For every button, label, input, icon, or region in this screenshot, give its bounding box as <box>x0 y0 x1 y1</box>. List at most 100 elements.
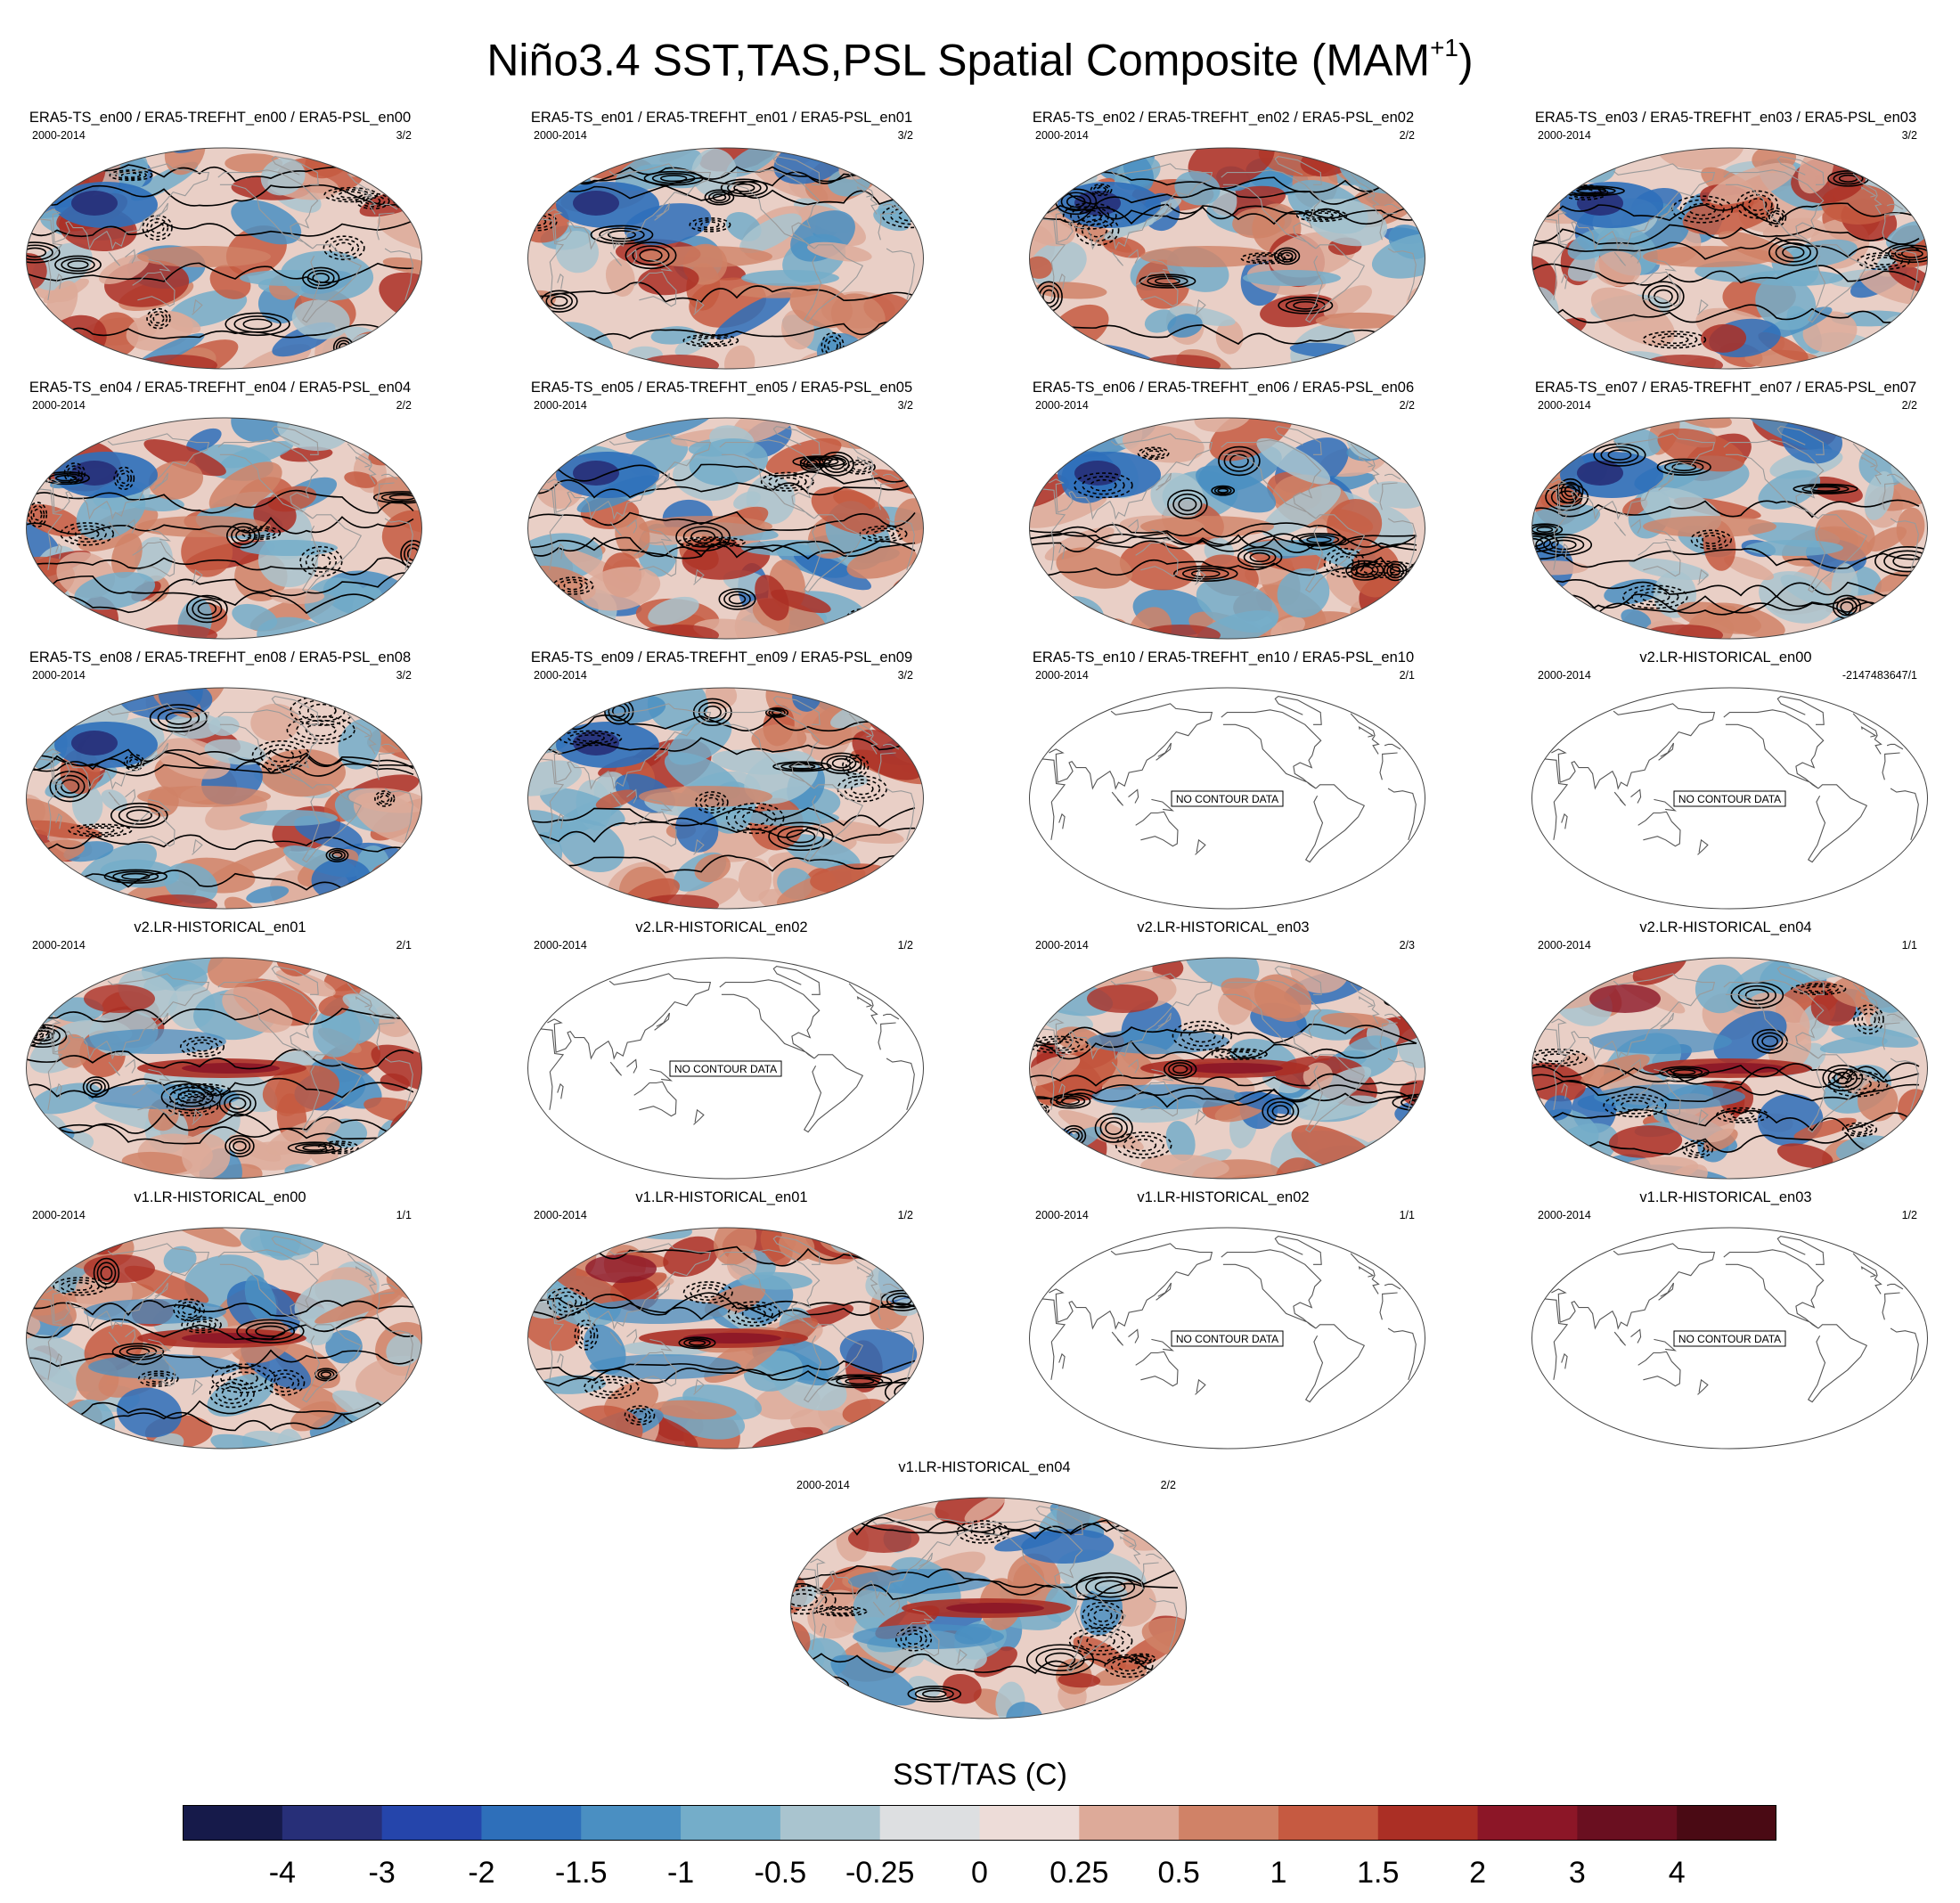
panel-title: v2.LR-HISTORICAL_en03 <box>1137 919 1310 935</box>
panel-map <box>790 1497 1187 1719</box>
panel-years: 2000-2014 <box>534 1209 587 1221</box>
panel-years: 2000-2014 <box>32 939 86 952</box>
no-data-label: NO CONTOUR DATA <box>1678 793 1781 805</box>
colorbar-swatch <box>282 1805 383 1841</box>
panel-map <box>1531 957 1928 1180</box>
panel-map <box>26 1227 422 1450</box>
panel-map <box>1029 417 1425 640</box>
panel-count: 3/2 <box>897 399 913 412</box>
map-panel: ERA5-TS_en06 / ERA5-TREFHT_en06 / ERA5-P… <box>1014 379 1433 646</box>
panel-years: 2000-2014 <box>1538 129 1591 142</box>
panel-count: 3/2 <box>897 669 913 682</box>
colorbar-swatch <box>1278 1805 1379 1841</box>
colorbar-tick-label: -2 <box>468 1856 495 1890</box>
panel-count: 2/2 <box>1399 399 1415 412</box>
panel-title: ERA5-TS_en00 / ERA5-TREFHT_en00 / ERA5-P… <box>29 110 412 126</box>
colorbar-tick-label: -3 <box>368 1856 396 1890</box>
panel-years: 2000-2014 <box>1035 939 1089 952</box>
panel-years: 2000-2014 <box>534 669 587 682</box>
colorbar-tick-label: -4 <box>268 1856 296 1890</box>
panel-title: v1.LR-HISTORICAL_en02 <box>1137 1189 1310 1205</box>
panel-years: 2000-2014 <box>534 939 587 952</box>
panel-map: NO CONTOUR DATA <box>1531 687 1928 910</box>
no-data-label: NO CONTOUR DATA <box>674 1063 777 1075</box>
panel-count: 2/2 <box>1901 399 1917 412</box>
panel-count: 2/3 <box>1399 939 1415 952</box>
map-panel: v2.LR-HISTORICAL_en03 2000-2014 2/3 <box>1014 919 1433 1186</box>
colorbar-swatch <box>1079 1805 1180 1841</box>
panel-count: 2/2 <box>396 399 412 412</box>
panel-count: 1/2 <box>897 939 913 952</box>
panel-title: ERA5-TS_en07 / ERA5-TREFHT_en07 / ERA5-P… <box>1534 380 1917 396</box>
panel-map: NO CONTOUR DATA <box>527 957 924 1180</box>
colorbar-tick-label: 0.5 <box>1157 1856 1200 1890</box>
panel-map <box>1531 147 1928 370</box>
map-panel: ERA5-TS_en04 / ERA5-TREFHT_en04 / ERA5-P… <box>11 379 429 646</box>
colorbar-title: SST/TAS (C) <box>893 1758 1067 1792</box>
panel-title: v1.LR-HISTORICAL_en01 <box>635 1189 808 1205</box>
panel-years: 2000-2014 <box>32 129 86 142</box>
colorbar-swatch <box>979 1805 1080 1841</box>
panel-map <box>527 1227 924 1450</box>
panel-map <box>26 147 422 370</box>
no-data-label: NO CONTOUR DATA <box>1176 1333 1278 1345</box>
panel-count: 2/2 <box>1160 1479 1176 1491</box>
panel-map <box>26 957 422 1180</box>
colorbar-tick-label: 0.25 <box>1049 1856 1109 1890</box>
map-panel: ERA5-TS_en02 / ERA5-TREFHT_en02 / ERA5-P… <box>1014 109 1433 376</box>
colorbar-tick-label: 4 <box>1668 1856 1686 1890</box>
colorbar-tick-label: -0.25 <box>845 1856 915 1890</box>
panel-title: v2.LR-HISTORICAL_en04 <box>1639 919 1812 935</box>
panel-title: v2.LR-HISTORICAL_en00 <box>1639 649 1812 666</box>
panel-map <box>1029 957 1425 1180</box>
map-panel: v1.LR-HISTORICAL_en00 2000-2014 1/1 <box>11 1188 429 1456</box>
panel-years: 2000-2014 <box>1538 939 1591 952</box>
panel-map <box>26 687 422 910</box>
colorbar-tick-label: 2 <box>1469 1856 1487 1890</box>
colorbar-swatch <box>1477 1805 1578 1841</box>
colorbar-swatch <box>1677 1805 1776 1841</box>
panel-title: ERA5-TS_en01 / ERA5-TREFHT_en01 / ERA5-P… <box>530 110 913 126</box>
map-panel: ERA5-TS_en03 / ERA5-TREFHT_en03 / ERA5-P… <box>1516 109 1935 376</box>
panel-years: 2000-2014 <box>1035 129 1089 142</box>
map-panel: v2.LR-HISTORICAL_en04 2000-2014 1/1 <box>1516 919 1935 1186</box>
map-panel: v2.LR-HISTORICAL_en01 2000-2014 2/1 <box>11 919 429 1186</box>
colorbar-tick-label: -0.5 <box>754 1856 807 1890</box>
panel-title: ERA5-TS_en10 / ERA5-TREFHT_en10 / ERA5-P… <box>1032 649 1415 666</box>
panel-map: NO CONTOUR DATA <box>1029 1227 1425 1450</box>
colorbar-tick-label: 3 <box>1568 1856 1586 1890</box>
colorbar-tick-label: 0 <box>971 1856 988 1890</box>
map-panel: ERA5-TS_en00 / ERA5-TREFHT_en00 / ERA5-P… <box>11 109 429 376</box>
panel-years: 2000-2014 <box>32 669 86 682</box>
map-panel: ERA5-TS_en07 / ERA5-TREFHT_en07 / ERA5-P… <box>1516 379 1935 646</box>
panel-title: v1.LR-HISTORICAL_en03 <box>1639 1189 1812 1205</box>
panel-count: 2/1 <box>396 939 412 952</box>
panel-title: ERA5-TS_en08 / ERA5-TREFHT_en08 / ERA5-P… <box>29 649 412 666</box>
panel-years: 2000-2014 <box>1035 399 1089 412</box>
map-panel: ERA5-TS_en10 / ERA5-TREFHT_en10 / ERA5-P… <box>1014 649 1433 916</box>
panel-years: 2000-2014 <box>32 399 86 412</box>
map-panel: v1.LR-HISTORICAL_en02 2000-2014 1/1 NO CONT… <box>1014 1188 1433 1456</box>
colorbar-tick-label: 1 <box>1270 1856 1287 1890</box>
panel-count: -2147483647/1 <box>1842 669 1917 682</box>
panel-title: ERA5-TS_en02 / ERA5-TREFHT_en02 / ERA5-P… <box>1032 110 1415 126</box>
panel-years: 2000-2014 <box>796 1479 850 1491</box>
panel-title: v1.LR-HISTORICAL_en00 <box>134 1189 306 1205</box>
colorbar-swatch <box>879 1805 980 1841</box>
panel-count: 2/2 <box>1399 129 1415 142</box>
colorbar-swatch <box>1377 1805 1479 1841</box>
panel-count: 3/2 <box>897 129 913 142</box>
map-panels: ERA5-TS_en00 / ERA5-TREFHT_en00 / ERA5-P… <box>11 109 1935 1719</box>
panel-count: 3/2 <box>396 129 412 142</box>
panel-title: ERA5-TS_en06 / ERA5-TREFHT_en06 / ERA5-P… <box>1032 380 1415 396</box>
panel-years: 2000-2014 <box>1035 669 1089 682</box>
panel-years: 2000-2014 <box>534 129 587 142</box>
panel-map <box>527 687 924 910</box>
panel-years: 2000-2014 <box>1538 1209 1591 1221</box>
panel-years: 2000-2014 <box>534 399 587 412</box>
colorbar-swatch <box>780 1805 881 1841</box>
panel-count: 1/1 <box>1901 939 1917 952</box>
panel-title: v2.LR-HISTORICAL_en01 <box>134 919 306 935</box>
panel-years: 2000-2014 <box>1538 669 1591 682</box>
panel-map <box>527 417 924 640</box>
